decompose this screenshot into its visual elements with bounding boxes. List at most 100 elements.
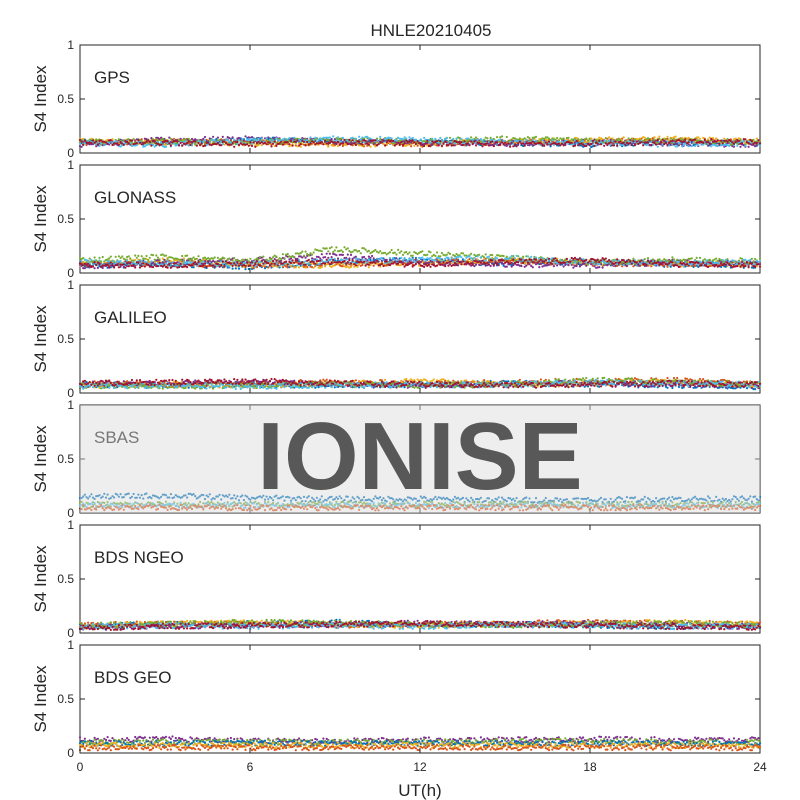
data-point: [301, 256, 304, 259]
data-point: [423, 136, 426, 139]
data-point: [374, 139, 377, 142]
data-point: [351, 136, 354, 139]
data-point: [333, 249, 336, 252]
data-point: [720, 139, 723, 142]
data-point: [166, 264, 169, 267]
data-point: [121, 142, 124, 145]
data-point: [140, 138, 143, 141]
data-point: [435, 139, 439, 143]
data-point: [358, 144, 361, 147]
data-point: [547, 140, 551, 143]
data-point: [562, 265, 565, 268]
data-point: [335, 254, 338, 257]
data-point: [265, 137, 268, 140]
data-point: [137, 139, 140, 142]
data-point: [148, 256, 151, 259]
data-point: [101, 255, 104, 259]
data-point: [523, 144, 526, 147]
data-point: [405, 137, 408, 140]
data-point: [423, 144, 426, 148]
data-point: [273, 140, 276, 143]
data-point: [448, 252, 452, 255]
data-point: [486, 137, 489, 140]
data-point: [744, 138, 747, 141]
data-point: [604, 139, 607, 142]
data-point: [328, 136, 331, 139]
data-point: [216, 141, 219, 145]
data-point: [653, 136, 656, 139]
data-point: [562, 144, 565, 147]
data-point: [153, 145, 156, 148]
data-point: [189, 143, 192, 146]
data-point: [496, 141, 499, 144]
data-point: [132, 138, 135, 141]
data-point: [327, 250, 330, 253]
data-point: [496, 136, 499, 139]
data-point: [687, 145, 690, 148]
data-point: [346, 253, 349, 256]
data-point: [591, 145, 594, 148]
data-point: [632, 140, 635, 143]
data-point: [312, 141, 315, 144]
data-point: [478, 253, 481, 256]
data-point: [221, 135, 224, 138]
data-point: [335, 142, 338, 145]
data-point: [153, 258, 156, 261]
data-point: [444, 140, 447, 143]
data-point: [621, 137, 624, 140]
data-point: [78, 138, 82, 141]
data-point: [273, 258, 276, 261]
data-point: [275, 137, 278, 140]
data-point: [556, 137, 559, 140]
data-point: [163, 258, 166, 261]
data-point: [510, 141, 513, 144]
data-point: [155, 254, 158, 257]
data-point: [395, 253, 398, 256]
data-point: [426, 139, 429, 142]
data-point: [324, 256, 327, 259]
data-point: [298, 266, 301, 269]
data-point: [330, 256, 333, 259]
data-point: [755, 137, 758, 140]
data-point: [372, 257, 375, 260]
data-point: [448, 142, 452, 145]
data-point: [197, 255, 200, 258]
data-point: [220, 144, 223, 147]
data-point: [570, 141, 573, 144]
data-point: [254, 145, 257, 148]
data-point: [741, 142, 744, 145]
data-point: [246, 143, 249, 146]
data-point: [513, 143, 517, 146]
data-point: [341, 250, 344, 253]
data-point: [358, 135, 361, 138]
data-point: [395, 143, 398, 146]
data-point: [522, 142, 525, 145]
data-point: [385, 141, 388, 144]
data-point: [249, 141, 252, 144]
data-point: [512, 264, 515, 267]
data-point: [676, 145, 679, 148]
data-point: [398, 143, 401, 147]
data-point: [252, 141, 255, 144]
data-point: [82, 256, 85, 260]
data-point: [702, 141, 705, 144]
data-point: [591, 139, 594, 142]
data-point: [302, 140, 306, 143]
data-point: [515, 145, 518, 148]
data-point: [512, 145, 515, 148]
data-point: [345, 141, 348, 144]
data-point: [257, 258, 260, 261]
data-point: [268, 141, 271, 144]
data-point: [504, 141, 507, 144]
data-point: [336, 257, 340, 260]
data-point: [556, 264, 559, 267]
data-point: [353, 142, 356, 145]
data-point: [91, 139, 95, 142]
data-point: [447, 144, 450, 147]
data-point: [140, 255, 143, 258]
data-point: [275, 255, 278, 258]
data-point: [755, 141, 758, 145]
data-point: [593, 265, 596, 268]
data-point: [593, 144, 596, 147]
data-point: [286, 266, 289, 269]
